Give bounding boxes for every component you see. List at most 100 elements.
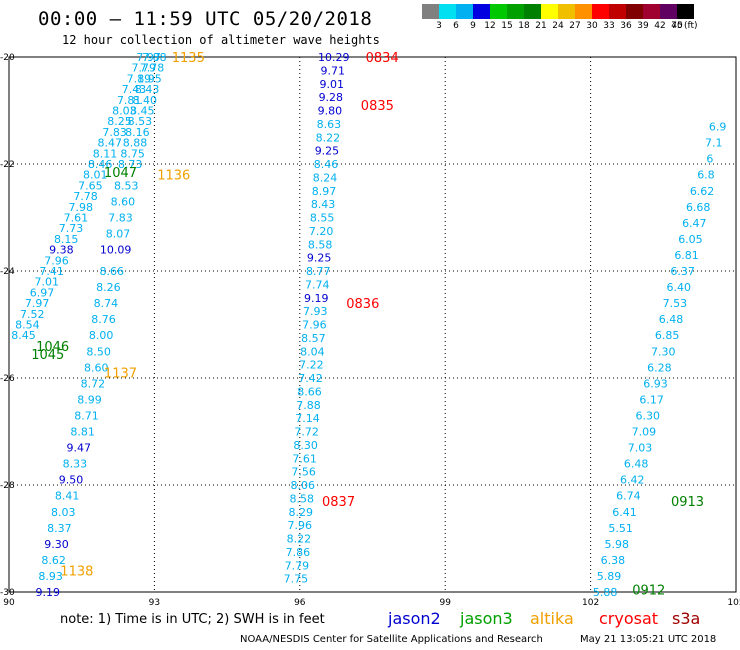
legend-cryosat: cryosat	[599, 609, 659, 628]
swh-value-label: 8.03	[112, 105, 137, 118]
swh-value-label: 6.81	[674, 249, 699, 262]
legend-label: 30	[586, 21, 598, 31]
swh-value-label: 8.97	[312, 185, 337, 198]
swh-value-label: 6.85	[655, 329, 680, 342]
legend-label: 9	[470, 21, 476, 31]
swh-value-label: 8.75	[120, 147, 145, 160]
swh-value-label: 8.24	[313, 171, 338, 184]
swh-value-label: 7.09	[632, 426, 657, 439]
swh-value-label: 6.62	[690, 185, 715, 198]
swh-value-label: 6.05	[678, 233, 703, 246]
pass-time-label: 0835	[361, 99, 394, 114]
pass-time-label: 1045	[31, 348, 64, 363]
swh-value-label: 7.78	[73, 190, 98, 203]
y-tick-label: -24	[0, 267, 15, 277]
swh-value-label: 7.97	[136, 51, 161, 64]
swh-value-label: 6.68	[686, 201, 711, 214]
swh-value-label: 7.03	[628, 442, 653, 455]
swh-value-label: 8.45	[130, 105, 155, 118]
swh-value-label: 8.54	[15, 319, 40, 332]
legend-color-swatch	[575, 4, 592, 19]
swh-value-label: 7.56	[291, 466, 316, 479]
swh-value-label: 7.42	[298, 372, 323, 385]
swh-value-label: 8.07	[106, 228, 131, 241]
swh-value-label: 6.41	[612, 506, 637, 519]
swh-value-label: 9.28	[319, 91, 344, 104]
swh-value-label: 9.19	[304, 292, 329, 305]
legend-color-swatch	[473, 4, 490, 19]
swh-value-label: 7.19	[127, 72, 152, 85]
swh-value-label: 8.50	[86, 345, 111, 358]
swh-value-label: 8.62	[41, 554, 66, 567]
swh-value-label: 8.76	[91, 313, 116, 326]
swh-value-label: 8.22	[287, 533, 312, 546]
legend-s3a: s3a	[672, 609, 701, 628]
swh-value-label: 9.47	[67, 442, 92, 455]
swh-value-label: 7.96	[302, 319, 327, 332]
legend-color-swatch	[439, 4, 456, 19]
legend-label: 15	[501, 21, 513, 31]
swh-value-label: 7.74	[305, 278, 330, 291]
swh-value-label: 6.30	[636, 409, 661, 422]
swh-value-label: 7.43	[122, 83, 147, 96]
legend-color-swatch	[660, 4, 677, 19]
swh-value-label: 7.30	[651, 345, 676, 358]
pass-time-label: 0836	[346, 297, 379, 312]
legend-color-swatch	[524, 4, 541, 19]
swh-value-label: 8.26	[96, 281, 121, 294]
swh-value-label: 7.96	[44, 254, 69, 267]
swh-value-label: 6.48	[659, 313, 684, 326]
swh-value-label: 8.29	[289, 506, 314, 519]
legend-label: 36	[620, 21, 632, 31]
swh-value-label: 6.40	[667, 281, 692, 294]
swh-value-label: 8.00	[89, 329, 114, 342]
swh-value-label: 7.88	[142, 51, 167, 64]
swh-value-label: 6.28	[647, 361, 672, 374]
swh-value-label: 7.79	[285, 559, 310, 572]
swh-value-label: 7.53	[663, 297, 688, 310]
legend-label: 24	[552, 21, 564, 31]
legend-color-swatch	[507, 4, 524, 19]
swh-value-label: 8.60	[111, 195, 136, 208]
swh-value-label: 8.55	[310, 212, 335, 225]
legend-label: 70	[671, 21, 683, 31]
legend-label: 6	[453, 21, 459, 31]
swh-value-label: 10.09	[100, 244, 132, 257]
swh-value-label: 7.98	[68, 201, 93, 214]
legend-color-swatch	[626, 4, 643, 19]
swh-value-label: 6.17	[639, 393, 664, 406]
swh-value-label: 8.41	[55, 490, 80, 503]
pass-time-label: 0834	[366, 51, 399, 66]
swh-value-label: 10.29	[318, 51, 350, 64]
page-subtitle: 12 hour collection of altimeter wave hei…	[62, 33, 380, 47]
swh-value-label: 8.37	[47, 522, 72, 535]
swh-value-label: 8.46	[88, 158, 113, 171]
swh-value-label: 9.80	[318, 105, 343, 118]
swh-value-label: 8.15	[54, 233, 79, 246]
swh-value-label: 6.9	[709, 121, 727, 134]
legend-jason2: jason2	[388, 609, 441, 628]
legend-label: 12	[484, 21, 496, 31]
swh-value-label: 5.98	[605, 538, 630, 551]
legend-label: 45	[671, 21, 683, 31]
timestamp: May 21 13:05:21 UTC 2018	[580, 634, 717, 645]
swh-value-label: 8.95	[137, 72, 162, 85]
footer-note: note: 1) Time is in UTC; 2) SWH is in fe…	[60, 612, 325, 627]
swh-value-label: 8.60	[84, 361, 109, 374]
swh-value-label: 7.14	[295, 412, 320, 425]
swh-value-label: 8.06	[290, 479, 315, 492]
swh-value-label: 8.99	[77, 393, 102, 406]
pass-time-label: 1046	[36, 340, 69, 355]
swh-value-label: 8.71	[74, 409, 99, 422]
swh-value-label: 8.01	[83, 169, 108, 182]
swh-value-label: 6.97	[30, 286, 55, 299]
page-title: 00:00 – 11:59 UTC 05/20/2018	[38, 8, 373, 30]
x-tick-label: 90	[3, 598, 15, 608]
pass-time-label: 1137	[104, 367, 137, 382]
swh-value-label: 8.47	[98, 137, 123, 150]
wave-height-chart: 90939699102105-20-22-24-26-28-307.977.79…	[0, 51, 740, 608]
legend-label: 33	[603, 21, 615, 31]
swh-value-label: 8.46	[314, 158, 339, 171]
swh-value-label: 9.38	[49, 244, 74, 257]
swh-value-label: 9.01	[320, 78, 345, 91]
